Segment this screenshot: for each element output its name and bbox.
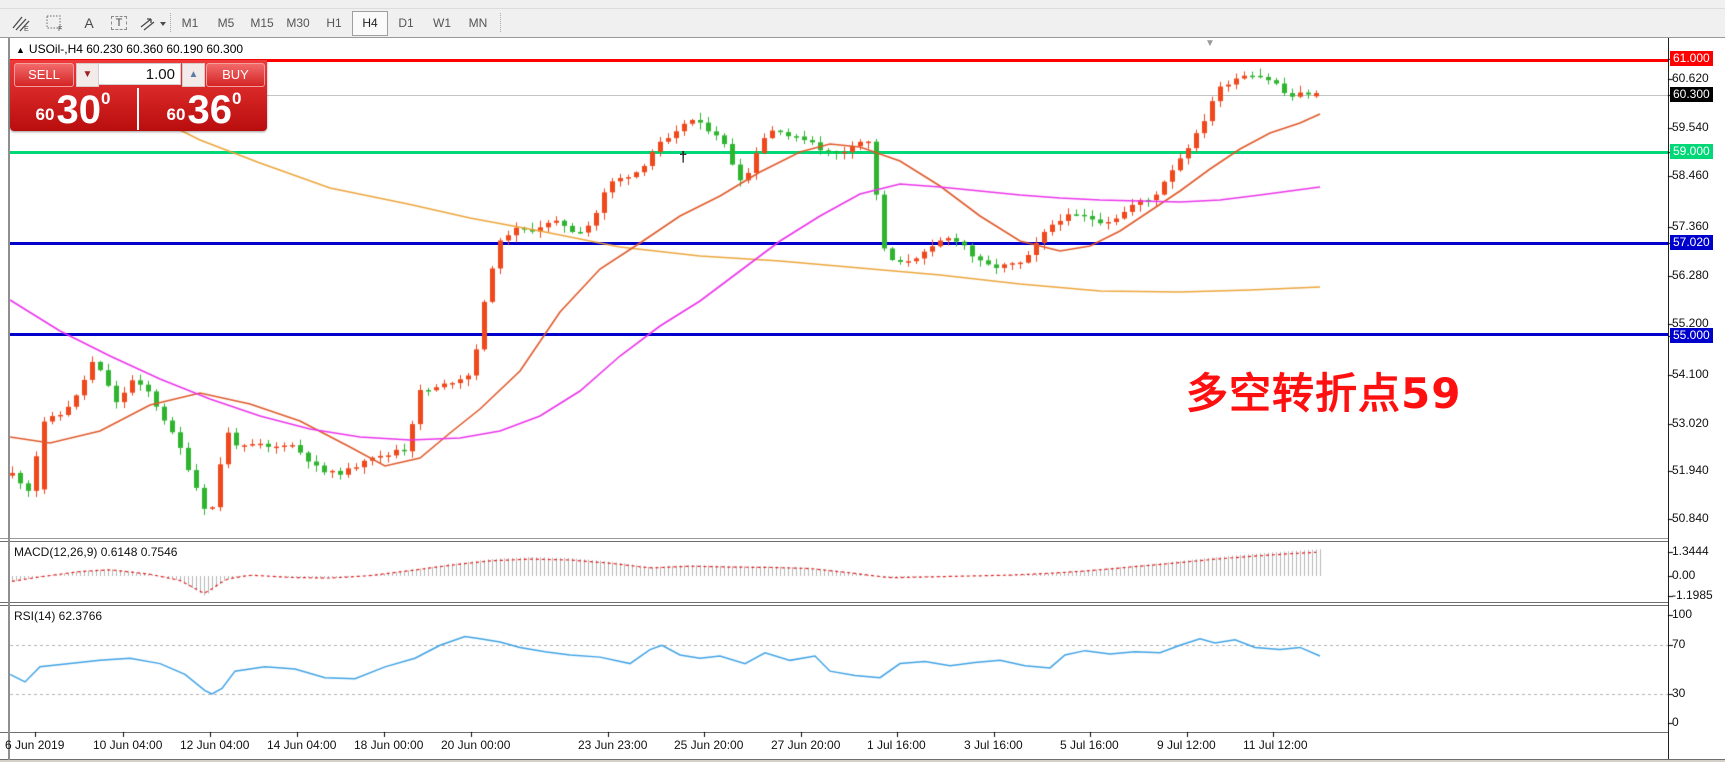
date-axis-label: 5 Jul 16:00 bbox=[1060, 738, 1119, 752]
indicator-axis-label: 100 bbox=[1672, 607, 1693, 621]
buy-price-sup: 0 bbox=[231, 89, 242, 108]
sell-price[interactable]: 60 30 0 bbox=[10, 88, 136, 130]
price-axis-badge: 60.300 bbox=[1670, 87, 1713, 102]
date-axis-label: 12 Jun 04:00 bbox=[180, 738, 250, 752]
price-axis-label: 56.280 bbox=[1672, 268, 1709, 282]
sell-button[interactable]: SELL bbox=[14, 63, 74, 87]
price-axis-label: 50.840 bbox=[1672, 511, 1709, 525]
chart-annotation-text: 多空转折点59 bbox=[1186, 369, 1462, 418]
date-axis-label: 3 Jul 16:00 bbox=[964, 738, 1023, 752]
date-axis-label: 18 Jun 00:00 bbox=[354, 738, 424, 752]
sell-price-sup: 0 bbox=[100, 89, 111, 108]
price-axis-label: 51.940 bbox=[1672, 463, 1709, 477]
buy-price-small: 60 bbox=[166, 105, 186, 124]
date-axis-label: 20 Jun 00:00 bbox=[441, 738, 511, 752]
indicator-axis-label: 30 bbox=[1672, 686, 1686, 700]
indicator-axis-label: 0.00 bbox=[1672, 568, 1696, 582]
volume-decrease-button[interactable]: ▼ bbox=[76, 63, 99, 87]
date-axis-label: 6 Jun 2019 bbox=[5, 738, 65, 752]
price-axis-badge: 55.000 bbox=[1670, 328, 1713, 343]
date-axis-label: 14 Jun 04:00 bbox=[267, 738, 337, 752]
indicator-axis-label: 1.3444 bbox=[1672, 544, 1709, 558]
volume-increase-button[interactable]: ▲ bbox=[182, 63, 205, 87]
price-axis-badge: 57.020 bbox=[1670, 235, 1713, 250]
price-axis-label: 59.540 bbox=[1672, 120, 1709, 134]
price-axis-label: 60.620 bbox=[1672, 71, 1709, 85]
buy-price-big: 36 bbox=[187, 88, 232, 132]
collapse-triangle-icon[interactable]: ▲ bbox=[16, 45, 25, 55]
macd-indicator-label: MACD(12,26,9) 0.6148 0.7546 bbox=[14, 545, 178, 559]
date-axis-label: 23 Jun 23:00 bbox=[578, 738, 648, 752]
crosshair-marker-icon: † bbox=[679, 149, 688, 166]
date-axis-label: 10 Jun 04:00 bbox=[93, 738, 163, 752]
indicator-axis-label: 0 bbox=[1672, 715, 1679, 729]
buy-button[interactable]: BUY bbox=[206, 63, 265, 87]
date-axis-label: 11 Jul 12:00 bbox=[1243, 738, 1308, 752]
sell-price-small: 60 bbox=[35, 105, 55, 124]
date-axis-label: 27 Jun 20:00 bbox=[771, 738, 841, 752]
price-axis-label: 53.020 bbox=[1672, 416, 1709, 430]
chart-title-text: USOil-,H4 60.230 60.360 60.190 60.300 bbox=[28, 42, 244, 56]
chart-shift-marker-icon: ▼ bbox=[1205, 38, 1215, 49]
price-axis-label: 58.460 bbox=[1672, 168, 1709, 182]
price-axis-label: 57.360 bbox=[1672, 219, 1709, 233]
price-axis-label: 54.100 bbox=[1672, 367, 1709, 381]
bottom-strip bbox=[0, 760, 1725, 762]
sell-price-big: 30 bbox=[56, 88, 101, 132]
date-axis-label: 9 Jul 12:00 bbox=[1157, 738, 1216, 752]
buy-price[interactable]: 60 36 0 bbox=[141, 88, 267, 130]
indicator-axis-label: -1.1985 bbox=[1672, 588, 1713, 602]
one-click-trading-panel: SELL ▼ ▲ BUY 60 30 0 60 36 0 bbox=[10, 60, 267, 131]
indicator-axis-label: 70 bbox=[1672, 637, 1686, 651]
chart-title: ▲ USOil-,H4 60.230 60.360 60.190 60.300 bbox=[16, 42, 243, 56]
price-axis-label: 55.200 bbox=[1672, 316, 1709, 330]
date-axis-label: 25 Jun 20:00 bbox=[674, 738, 744, 752]
volume-input[interactable] bbox=[98, 63, 181, 85]
price-axis-badge: 59.000 bbox=[1670, 144, 1713, 159]
price-axis-badge: 61.000 bbox=[1670, 51, 1713, 66]
trade-panel-divider bbox=[137, 88, 139, 130]
rsi-indicator-label: RSI(14) 62.3766 bbox=[14, 609, 103, 623]
date-axis-label: 1 Jul 16:00 bbox=[867, 738, 926, 752]
